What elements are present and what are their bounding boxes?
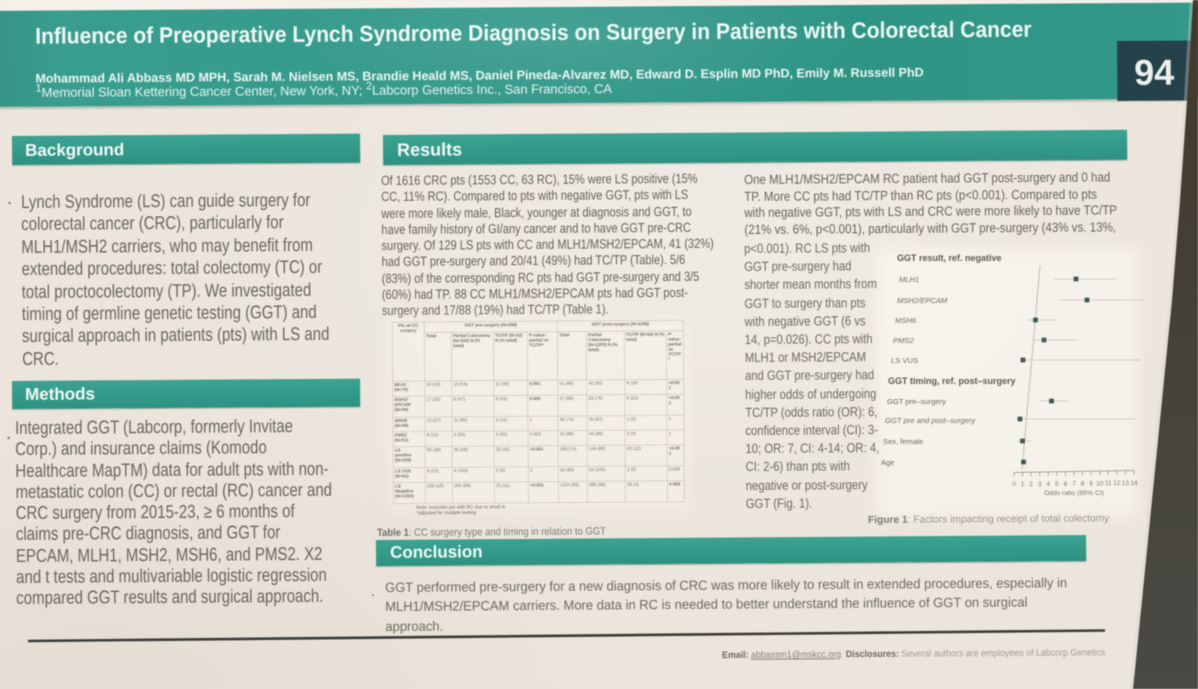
- svg-text:4: 4: [1046, 481, 1050, 488]
- svg-text:GGT pre and post–surgery: GGT pre and post–surgery: [885, 416, 977, 425]
- svg-text:6: 6: [1064, 481, 1068, 488]
- svg-text:MLH1: MLH1: [899, 275, 919, 284]
- svg-text:GGT result, ref. negative: GGT result, ref. negative: [897, 253, 1002, 263]
- svg-text:1: 1: [1021, 481, 1025, 488]
- svg-text:GGT timing, ref. post–surgery: GGT timing, ref. post–surgery: [888, 376, 1016, 386]
- svg-text:MSH2/EPCAM: MSH2/EPCAM: [897, 296, 948, 305]
- svg-text:11: 11: [1105, 480, 1112, 487]
- svg-text:LS VUS: LS VUS: [891, 356, 918, 365]
- svg-text:GGT pre–surgery: GGT pre–surgery: [887, 397, 946, 406]
- svg-text:10: 10: [1096, 480, 1104, 487]
- svg-text:Age: Age: [881, 458, 895, 467]
- svg-text:9: 9: [1089, 480, 1093, 487]
- svg-text:8: 8: [1081, 481, 1085, 488]
- svg-text:2: 2: [1029, 481, 1033, 488]
- svg-text:7: 7: [1072, 481, 1076, 488]
- svg-text:12: 12: [1113, 480, 1121, 487]
- svg-text:Sex, female: Sex, female: [883, 437, 923, 446]
- svg-text:3: 3: [1038, 481, 1042, 488]
- svg-text:5: 5: [1055, 481, 1059, 488]
- svg-text:0: 0: [1012, 481, 1016, 488]
- svg-text:Odds ratio (95% CI): Odds ratio (95% CI): [1044, 490, 1104, 497]
- svg-text:PMS2: PMS2: [893, 336, 914, 345]
- svg-text:13: 13: [1122, 480, 1130, 487]
- svg-text:MSH6: MSH6: [895, 316, 917, 325]
- svg-text:14: 14: [1130, 480, 1138, 487]
